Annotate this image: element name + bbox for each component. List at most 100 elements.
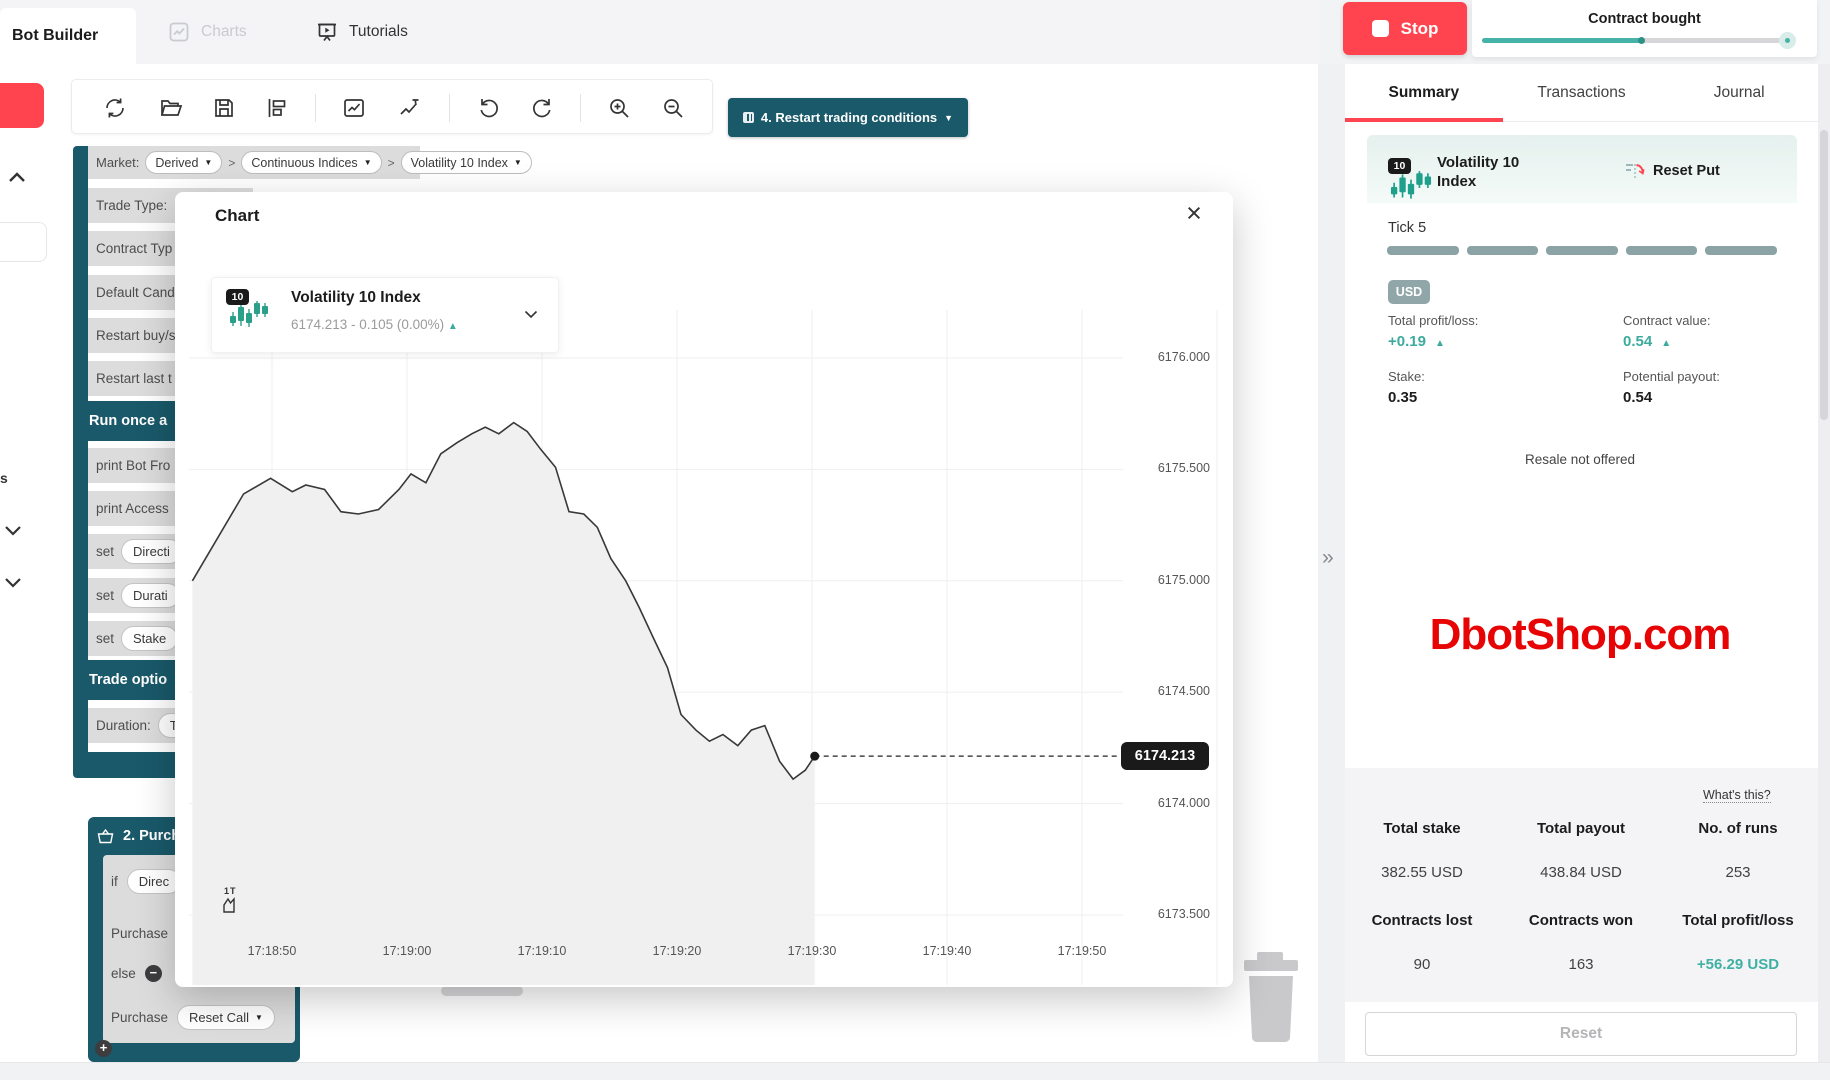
field-value: 0.35 (1388, 389, 1418, 406)
chart-modal: Chart × 6176.000 6175.500 6175.000 6174.500… (175, 192, 1233, 987)
undo-icon[interactable] (477, 96, 501, 120)
y-tick-label: 6175.500 (1157, 461, 1210, 476)
bas (97, 828, 114, 843)
field-label: Contract value: (1623, 313, 1711, 328)
chevron-down-icon: ▼ (204, 158, 213, 167)
tick-segment (1625, 246, 1698, 255)
block-input-pill[interactable]: Direc (126, 868, 182, 894)
redo-icon[interactable] (530, 96, 554, 120)
watermark-text: DbotShop.com (1429, 610, 1732, 659)
symbol-selector[interactable]: 10 Volatility 10 Index 6174.213 - 0.105 … (211, 277, 559, 353)
x-tick-label: 17:19:00 (382, 944, 432, 958)
restart-button-label: 4. Restart trading conditions (760, 110, 938, 125)
market-dropdown-2[interactable]: Volatility 10 Index ▼ (400, 151, 532, 174)
toolbox-card-fragment[interactable] (0, 222, 47, 262)
tab-bot-builder-label: Bot Builder (12, 27, 99, 44)
chart-view-icon[interactable] (342, 96, 366, 120)
whats-this-link[interactable]: What's this? (1703, 788, 1771, 803)
collapse-up-icon[interactable] (7, 169, 27, 187)
summary-contract-card[interactable]: 10 Volatility 10 Index Reset Put (1367, 135, 1797, 203)
market-dropdown-0[interactable]: Derived ▼ (145, 151, 223, 174)
toolbox-run-button-fragment[interactable] (0, 83, 44, 128)
x-tick-label: 17:19:50 (1057, 944, 1107, 958)
charts-icon (169, 22, 189, 42)
chart-modal-title: Chart (215, 206, 260, 225)
field-label: Total profit/loss: (1388, 313, 1479, 328)
stat-label: No. of runs (1698, 820, 1778, 837)
purchase-row[interactable]: Purchase Reset Call ▼ (103, 1000, 295, 1034)
stop-button-label: Stop (1400, 18, 1439, 38)
y-tick-label: 6174.500 (1157, 684, 1210, 699)
field-value: 0.54 ▲ (1623, 333, 1672, 350)
reset-put-icon (1626, 164, 1645, 178)
add-branch-icon[interactable]: + (95, 1040, 112, 1057)
purchase-row[interactable]: Purchase (111, 925, 169, 941)
rearrange-blocks-icon[interactable] (265, 96, 289, 120)
x-tick-label: 17:19:20 (652, 944, 702, 958)
import-icon[interactable] (159, 96, 183, 120)
x-tick-label: 17:19:30 (787, 944, 837, 958)
chevron-down-icon[interactable] (4, 576, 22, 590)
field-value: +0.19 ▲ (1388, 333, 1445, 350)
reset-button[interactable]: Reset (1365, 1012, 1797, 1056)
stat-value: 253 (1725, 864, 1751, 881)
symbol-badge: 10 (226, 289, 249, 305)
tab-bot-builder[interactable]: Bot Builder (0, 8, 136, 64)
y-tick-label: 6173.500 (1157, 907, 1210, 921)
trend-up-icon: ▲ (447, 321, 458, 332)
chart-type-label: 1T (224, 886, 237, 896)
restart-trading-conditions-button[interactable]: 4. Restart trading conditions ▼ (728, 98, 968, 137)
chevron-down-icon[interactable] (524, 310, 538, 319)
tick-progress-bar (1387, 246, 1777, 255)
purchase-row[interactable]: else − (103, 956, 295, 990)
block-input-pill[interactable]: Directi (121, 539, 182, 565)
run-panel-tab-summary[interactable]: Summary (1345, 64, 1503, 122)
top-nav: Bot Builder Charts Tutorials (0, 0, 1320, 64)
tab-charts[interactable]: Charts (167, 0, 247, 64)
breadcrumb-separator: > (228, 155, 236, 170)
chevron-down-icon[interactable] (4, 524, 22, 538)
indicator-chart-icon[interactable] (398, 96, 422, 120)
purchase-block-header[interactable]: 2. Purcha (97, 828, 188, 844)
chart-type-button[interactable]: 1T (221, 886, 251, 918)
contract-type: Reset Put (1624, 161, 1720, 181)
candlestick-icon (230, 301, 268, 327)
horizontal-scrollbar[interactable] (441, 986, 523, 996)
block-input-pill[interactable]: Durati (121, 582, 180, 608)
tick-segment (1546, 246, 1618, 255)
stat-value: 90 (1413, 956, 1431, 973)
zoom-out-icon[interactable] (661, 96, 685, 120)
panel-divider (1318, 64, 1345, 1062)
stat-value: 438.84 USD (1540, 864, 1622, 881)
x-tick-label: 17:19:40 (922, 944, 972, 958)
block-input-pill[interactable]: Stake (121, 626, 179, 651)
y-tick-label: 6176.000 (1157, 350, 1210, 364)
chevron-down-icon: ▼ (513, 158, 522, 167)
tutorials-icon (318, 23, 336, 42)
contract-notification[interactable]: Contract bought (1472, 0, 1817, 57)
panel-scrollbar-thumb[interactable] (1820, 130, 1828, 420)
run-panel-tab-transactions[interactable]: Transactions (1537, 83, 1626, 101)
trash-icon[interactable] (1243, 952, 1299, 1044)
stop-button[interactable]: Stop (1343, 2, 1467, 55)
trade-parameters-block-edge[interactable] (73, 146, 88, 778)
reset-workspace-icon[interactable] (103, 96, 127, 120)
tab-tutorials[interactable]: Tutorials (315, 0, 408, 64)
collapse-panel-icon[interactable]: » (1322, 546, 1334, 569)
remove-branch-icon[interactable]: − (144, 964, 162, 982)
notification-title: Contract bought (1588, 11, 1701, 27)
zoom-in-icon[interactable] (607, 96, 631, 120)
purchase-row[interactable]: if Direc (103, 864, 295, 898)
run-panel-tab-journal[interactable]: Journal (1713, 83, 1765, 101)
market-row[interactable]: Market: Derived ▼ > Continuous Indices ▼ > Vol… (88, 146, 532, 179)
close-icon[interactable]: × (1186, 197, 1202, 228)
save-icon[interactable] (212, 96, 236, 120)
block-input-pill[interactable]: Reset Call ▼ (177, 1004, 275, 1030)
breadcrumb-separator: > (387, 155, 395, 170)
market-dropdown-1[interactable]: Continuous Indices ▼ (241, 151, 382, 174)
tick-counter-label: Tick 5 (1388, 220, 1427, 236)
price-chart[interactable] (175, 192, 1233, 987)
current-spot-tag: 6174.213 (1121, 742, 1209, 771)
page-bottom-bar (0, 1062, 1830, 1080)
